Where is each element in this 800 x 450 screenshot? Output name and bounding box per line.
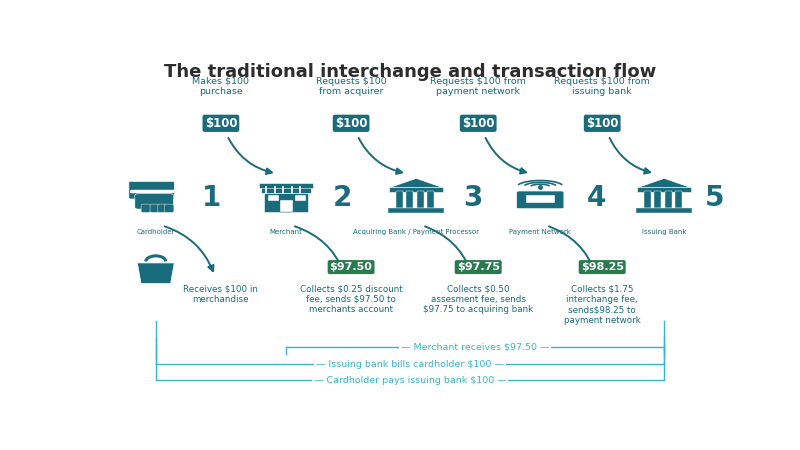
Text: The traditional interchange and transaction flow: The traditional interchange and transact… — [164, 63, 656, 81]
Text: — Issuing bank bills cardholder $100 —: — Issuing bank bills cardholder $100 — — [316, 360, 504, 369]
FancyBboxPatch shape — [526, 195, 554, 203]
Text: Requests $100 from
issuing bank: Requests $100 from issuing bank — [554, 76, 650, 96]
FancyBboxPatch shape — [406, 191, 413, 208]
Text: Receives $100 in
merchandise: Receives $100 in merchandise — [183, 284, 258, 304]
Text: $100: $100 — [205, 117, 237, 130]
FancyBboxPatch shape — [675, 191, 682, 208]
Text: Collects $0.50
assesment fee, sends
$97.75 to acquiring bank: Collects $0.50 assesment fee, sends $97.… — [423, 284, 534, 314]
Text: Collects $0.25 discount
fee, sends $97.50 to
merchants account: Collects $0.25 discount fee, sends $97.5… — [300, 284, 402, 314]
FancyBboxPatch shape — [638, 187, 691, 192]
FancyBboxPatch shape — [261, 187, 311, 194]
Text: $97.75: $97.75 — [457, 262, 500, 272]
Text: — Cardholder pays issuing bank $100 —: — Cardholder pays issuing bank $100 — — [314, 376, 506, 385]
FancyBboxPatch shape — [390, 187, 443, 192]
FancyBboxPatch shape — [150, 204, 159, 212]
FancyBboxPatch shape — [158, 204, 167, 212]
FancyBboxPatch shape — [264, 193, 308, 212]
Text: 3: 3 — [462, 184, 482, 212]
Text: $97.50: $97.50 — [330, 262, 373, 272]
FancyBboxPatch shape — [427, 191, 434, 208]
FancyBboxPatch shape — [259, 183, 313, 188]
Text: 2: 2 — [333, 184, 352, 212]
FancyBboxPatch shape — [135, 194, 174, 209]
Text: 4: 4 — [586, 184, 606, 212]
Text: Requests $100 from
payment network: Requests $100 from payment network — [430, 76, 526, 96]
Text: $100: $100 — [586, 117, 618, 130]
Text: — Merchant receives $97.50 —: — Merchant receives $97.50 — — [401, 342, 550, 351]
Text: $100: $100 — [335, 117, 367, 130]
Polygon shape — [138, 263, 174, 284]
Text: $100: $100 — [462, 117, 494, 130]
FancyBboxPatch shape — [666, 191, 672, 208]
FancyBboxPatch shape — [517, 191, 564, 209]
FancyBboxPatch shape — [281, 200, 293, 212]
FancyBboxPatch shape — [644, 191, 651, 208]
Text: Merchant: Merchant — [270, 229, 302, 235]
Text: Makes $100
purchase: Makes $100 purchase — [193, 76, 250, 96]
FancyBboxPatch shape — [654, 191, 661, 208]
Polygon shape — [390, 178, 443, 188]
Text: Payment Network: Payment Network — [510, 229, 571, 235]
Text: Collects $1.75
interchange fee,
sends$98.25 to
payment network: Collects $1.75 interchange fee, sends$98… — [564, 284, 641, 324]
FancyBboxPatch shape — [636, 207, 692, 213]
Text: Acquiring Bank / Payment Processor: Acquiring Bank / Payment Processor — [354, 229, 479, 235]
FancyBboxPatch shape — [418, 191, 424, 208]
Text: 5: 5 — [705, 184, 724, 212]
FancyBboxPatch shape — [141, 204, 150, 212]
Polygon shape — [638, 178, 691, 188]
Text: Issuing Bank: Issuing Bank — [642, 229, 686, 235]
FancyBboxPatch shape — [388, 207, 444, 213]
Text: Requests $100
from acquirer: Requests $100 from acquirer — [316, 76, 386, 96]
FancyBboxPatch shape — [165, 204, 174, 212]
FancyBboxPatch shape — [267, 195, 278, 201]
Text: Cardholder: Cardholder — [137, 229, 175, 235]
Text: 1: 1 — [202, 184, 222, 212]
FancyBboxPatch shape — [396, 191, 403, 208]
FancyBboxPatch shape — [129, 181, 174, 199]
Text: $98.25: $98.25 — [581, 262, 624, 272]
FancyBboxPatch shape — [295, 195, 306, 201]
